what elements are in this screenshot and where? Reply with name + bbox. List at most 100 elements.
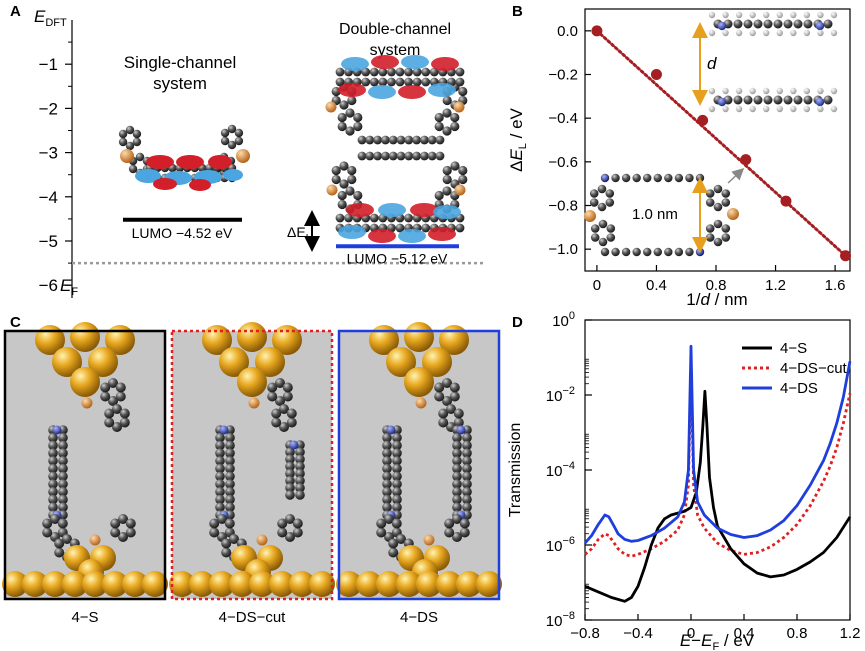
chain-atom [462, 432, 472, 443]
ring-atom [705, 189, 715, 198]
chain-atom [388, 135, 398, 145]
ring-atom [42, 518, 53, 529]
chain-atom [708, 87, 716, 95]
chain-atom [285, 490, 295, 500]
gold-atom [386, 347, 416, 377]
chain-atom [776, 29, 783, 37]
chain-atom [722, 87, 729, 95]
ring-atom [713, 202, 723, 212]
junction-frame [337, 329, 501, 601]
ring-atom [271, 408, 282, 419]
chain-atom [420, 135, 429, 145]
ring-atom [118, 532, 128, 542]
single-channel-subtitle: system [153, 74, 207, 93]
b-ytick-label: −0.8 [548, 198, 578, 215]
chain-atom [735, 11, 743, 19]
ring-atom [705, 198, 715, 207]
nitrogen-atom [717, 97, 727, 107]
chain-atom [225, 456, 235, 466]
ring-atom [442, 396, 452, 406]
chain-atom [452, 463, 462, 474]
sulfur-atom [256, 534, 268, 546]
ring-atom [282, 391, 293, 402]
a-tick-label: −1 [39, 55, 58, 74]
chain-atom [435, 151, 445, 161]
gold-atom [456, 571, 482, 597]
ring-atom [459, 518, 470, 529]
chain-atom [611, 173, 620, 183]
ring-atom [110, 527, 121, 538]
gold-atom [2, 571, 28, 597]
ring-atom [267, 382, 278, 393]
chain-atom [452, 448, 462, 458]
chain-atom [793, 95, 803, 105]
chain-atom [361, 77, 371, 87]
gold-atom [416, 571, 442, 597]
chain-atom [455, 77, 465, 87]
chain-atom [215, 432, 225, 443]
series-line [583, 344, 852, 545]
d-ytick-label: 100 [552, 310, 575, 330]
chain-atom [455, 223, 465, 233]
ring-atom [353, 121, 363, 132]
ring-atom [337, 112, 347, 123]
ring-atom [50, 514, 60, 524]
fermi-label: EF [60, 276, 78, 298]
ring-atom [62, 534, 72, 544]
data-point [650, 69, 662, 80]
chain-atom [427, 135, 437, 145]
b-xtick-label: 0.8 [706, 277, 727, 294]
ring-atom [128, 164, 138, 174]
orbital-lobe [433, 205, 461, 219]
chain-atom [382, 432, 392, 443]
chain-atom [735, 105, 743, 113]
gold-atom [336, 571, 362, 597]
ring-atom [444, 518, 455, 529]
b-plot-frame [584, 8, 851, 272]
ring-atom [227, 124, 237, 134]
sulfur-atom [727, 208, 739, 220]
ring-atom [376, 527, 387, 538]
chain-atom [722, 105, 729, 113]
chain-atom [382, 471, 392, 482]
ring-atom [345, 108, 355, 118]
chain-atom [803, 95, 813, 105]
a-tick-label: −3 [39, 144, 58, 163]
chain-atom [335, 67, 345, 77]
ring-atom [713, 237, 723, 247]
chain-atom [753, 19, 763, 29]
gold-atom [269, 571, 295, 597]
ring-atom [347, 165, 357, 176]
chain-atom [632, 247, 641, 257]
chain-atom [823, 95, 833, 105]
chain-atom [392, 502, 402, 513]
junction-s: 4−S [2, 322, 168, 626]
chain-atom [392, 479, 402, 489]
orbital-lobe [371, 55, 399, 69]
chain-atom [48, 432, 58, 443]
ring-atom [331, 165, 341, 176]
ring-atom [606, 224, 616, 233]
d-series-lines [583, 344, 852, 603]
chain-atom [783, 19, 793, 29]
ring-atom [337, 199, 347, 210]
chain-atom [773, 95, 783, 105]
ring-atom [721, 189, 731, 198]
ring-atom [54, 547, 65, 558]
chain-atom [295, 468, 305, 479]
panel-label-c: C [10, 314, 21, 331]
ring-atom [391, 518, 402, 529]
gold-atom [62, 571, 88, 597]
chain-atom [452, 487, 462, 497]
chain-atom [285, 461, 295, 472]
ring-atom [125, 527, 136, 538]
d-ytick-label: 10−8 [546, 610, 575, 630]
pointer-arrow [727, 167, 745, 184]
ring-atom [442, 95, 452, 106]
ring-atom [337, 190, 347, 201]
chain-atom [365, 151, 375, 161]
gold-atom [422, 347, 452, 377]
gold-atom [22, 571, 48, 597]
d-xlabel: E−EF / eV [680, 631, 755, 651]
